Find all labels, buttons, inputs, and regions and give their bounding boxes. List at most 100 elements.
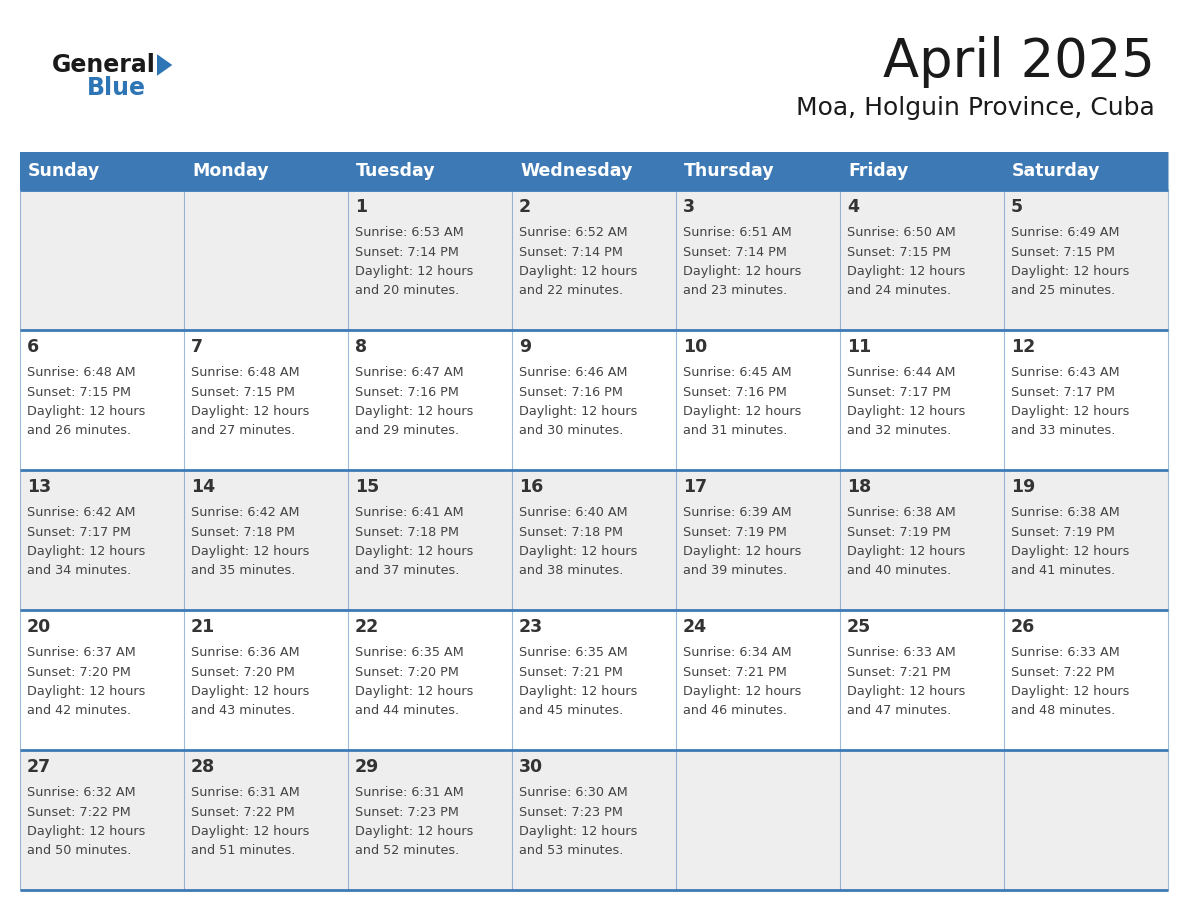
Text: 15: 15 <box>355 478 379 496</box>
Text: Sunset: 7:22 PM: Sunset: 7:22 PM <box>191 805 295 819</box>
Text: Sunset: 7:19 PM: Sunset: 7:19 PM <box>847 525 950 539</box>
Text: Sunrise: 6:33 AM: Sunrise: 6:33 AM <box>847 646 956 659</box>
Text: Sunset: 7:17 PM: Sunset: 7:17 PM <box>847 386 952 398</box>
Text: and 44 minutes.: and 44 minutes. <box>355 703 459 717</box>
Text: 17: 17 <box>683 478 707 496</box>
Text: Sunrise: 6:35 AM: Sunrise: 6:35 AM <box>355 646 463 659</box>
Text: Sunrise: 6:30 AM: Sunrise: 6:30 AM <box>519 787 627 800</box>
Text: 13: 13 <box>27 478 51 496</box>
Text: Sunrise: 6:39 AM: Sunrise: 6:39 AM <box>683 507 791 520</box>
Text: Sunrise: 6:35 AM: Sunrise: 6:35 AM <box>519 646 627 659</box>
Text: Daylight: 12 hours: Daylight: 12 hours <box>519 405 638 418</box>
Text: and 43 minutes.: and 43 minutes. <box>191 703 296 717</box>
Text: and 53 minutes.: and 53 minutes. <box>519 844 624 856</box>
Text: Sunset: 7:21 PM: Sunset: 7:21 PM <box>519 666 623 678</box>
Text: Daylight: 12 hours: Daylight: 12 hours <box>191 544 309 557</box>
Text: and 23 minutes.: and 23 minutes. <box>683 284 788 297</box>
Text: Sunset: 7:14 PM: Sunset: 7:14 PM <box>519 245 623 259</box>
Text: Sunrise: 6:49 AM: Sunrise: 6:49 AM <box>1011 227 1119 240</box>
Text: Sunset: 7:16 PM: Sunset: 7:16 PM <box>355 386 459 398</box>
Text: 12: 12 <box>1011 338 1035 356</box>
Text: and 46 minutes.: and 46 minutes. <box>683 703 788 717</box>
Text: Daylight: 12 hours: Daylight: 12 hours <box>27 824 145 837</box>
Text: Daylight: 12 hours: Daylight: 12 hours <box>1011 405 1130 418</box>
Text: and 22 minutes.: and 22 minutes. <box>519 284 624 297</box>
Text: 29: 29 <box>355 758 379 776</box>
Bar <box>20 750 1168 890</box>
Text: Thursday: Thursday <box>684 162 775 180</box>
Text: April 2025: April 2025 <box>883 36 1155 88</box>
Text: 5: 5 <box>1011 198 1023 216</box>
Text: and 40 minutes.: and 40 minutes. <box>847 564 952 577</box>
Text: and 31 minutes.: and 31 minutes. <box>683 423 788 436</box>
Text: Daylight: 12 hours: Daylight: 12 hours <box>847 544 966 557</box>
Text: Daylight: 12 hours: Daylight: 12 hours <box>683 405 802 418</box>
Text: 7: 7 <box>191 338 203 356</box>
Text: Sunrise: 6:32 AM: Sunrise: 6:32 AM <box>27 787 135 800</box>
Text: Sunset: 7:21 PM: Sunset: 7:21 PM <box>683 666 786 678</box>
Text: 14: 14 <box>191 478 215 496</box>
Text: Sunset: 7:15 PM: Sunset: 7:15 PM <box>847 245 952 259</box>
Text: Moa, Holguin Province, Cuba: Moa, Holguin Province, Cuba <box>796 96 1155 120</box>
Text: Monday: Monday <box>192 162 268 180</box>
Text: Sunset: 7:22 PM: Sunset: 7:22 PM <box>1011 666 1114 678</box>
Text: Sunrise: 6:42 AM: Sunrise: 6:42 AM <box>191 507 299 520</box>
Text: Daylight: 12 hours: Daylight: 12 hours <box>519 824 638 837</box>
Text: and 38 minutes.: and 38 minutes. <box>519 564 624 577</box>
Text: 4: 4 <box>847 198 859 216</box>
Text: Sunset: 7:23 PM: Sunset: 7:23 PM <box>355 805 459 819</box>
Text: Daylight: 12 hours: Daylight: 12 hours <box>355 544 473 557</box>
Text: and 39 minutes.: and 39 minutes. <box>683 564 788 577</box>
Text: Sunrise: 6:38 AM: Sunrise: 6:38 AM <box>847 507 956 520</box>
Text: Sunset: 7:20 PM: Sunset: 7:20 PM <box>191 666 295 678</box>
Text: 16: 16 <box>519 478 543 496</box>
Text: Sunrise: 6:48 AM: Sunrise: 6:48 AM <box>191 366 299 379</box>
Bar <box>20 190 1168 330</box>
Text: and 29 minutes.: and 29 minutes. <box>355 423 459 436</box>
Text: and 37 minutes.: and 37 minutes. <box>355 564 460 577</box>
Text: Sunrise: 6:38 AM: Sunrise: 6:38 AM <box>1011 507 1120 520</box>
Text: and 34 minutes.: and 34 minutes. <box>27 564 131 577</box>
Text: Sunset: 7:16 PM: Sunset: 7:16 PM <box>683 386 786 398</box>
Text: 9: 9 <box>519 338 531 356</box>
Text: and 47 minutes.: and 47 minutes. <box>847 703 952 717</box>
Text: Sunset: 7:18 PM: Sunset: 7:18 PM <box>355 525 459 539</box>
Text: 21: 21 <box>191 618 215 636</box>
Text: 24: 24 <box>683 618 707 636</box>
Text: Sunrise: 6:34 AM: Sunrise: 6:34 AM <box>683 646 791 659</box>
Text: Daylight: 12 hours: Daylight: 12 hours <box>27 405 145 418</box>
Text: Daylight: 12 hours: Daylight: 12 hours <box>519 264 638 277</box>
Bar <box>20 330 1168 470</box>
Text: Sunrise: 6:37 AM: Sunrise: 6:37 AM <box>27 646 135 659</box>
Text: and 52 minutes.: and 52 minutes. <box>355 844 460 856</box>
Text: Tuesday: Tuesday <box>356 162 436 180</box>
Text: Sunrise: 6:53 AM: Sunrise: 6:53 AM <box>355 227 463 240</box>
Text: Daylight: 12 hours: Daylight: 12 hours <box>191 685 309 698</box>
Text: and 48 minutes.: and 48 minutes. <box>1011 703 1116 717</box>
Text: Sunrise: 6:52 AM: Sunrise: 6:52 AM <box>519 227 627 240</box>
Text: Sunset: 7:15 PM: Sunset: 7:15 PM <box>27 386 131 398</box>
Text: and 42 minutes.: and 42 minutes. <box>27 703 131 717</box>
Text: Daylight: 12 hours: Daylight: 12 hours <box>519 685 638 698</box>
Text: Sunset: 7:19 PM: Sunset: 7:19 PM <box>1011 525 1114 539</box>
Text: Sunrise: 6:47 AM: Sunrise: 6:47 AM <box>355 366 463 379</box>
Text: Sunrise: 6:31 AM: Sunrise: 6:31 AM <box>355 787 463 800</box>
Text: Daylight: 12 hours: Daylight: 12 hours <box>27 544 145 557</box>
Text: Daylight: 12 hours: Daylight: 12 hours <box>1011 685 1130 698</box>
Text: 18: 18 <box>847 478 871 496</box>
Text: and 50 minutes.: and 50 minutes. <box>27 844 132 856</box>
Text: Daylight: 12 hours: Daylight: 12 hours <box>847 685 966 698</box>
Text: Daylight: 12 hours: Daylight: 12 hours <box>1011 544 1130 557</box>
Text: Daylight: 12 hours: Daylight: 12 hours <box>1011 264 1130 277</box>
Text: Sunset: 7:18 PM: Sunset: 7:18 PM <box>191 525 295 539</box>
Text: Daylight: 12 hours: Daylight: 12 hours <box>355 824 473 837</box>
Text: Daylight: 12 hours: Daylight: 12 hours <box>683 264 802 277</box>
Text: Blue: Blue <box>87 76 146 100</box>
Text: Sunday: Sunday <box>29 162 100 180</box>
Bar <box>20 152 1168 190</box>
Text: Daylight: 12 hours: Daylight: 12 hours <box>683 685 802 698</box>
Bar <box>20 610 1168 750</box>
Text: 11: 11 <box>847 338 871 356</box>
Text: Sunset: 7:20 PM: Sunset: 7:20 PM <box>27 666 131 678</box>
Text: and 33 minutes.: and 33 minutes. <box>1011 423 1116 436</box>
